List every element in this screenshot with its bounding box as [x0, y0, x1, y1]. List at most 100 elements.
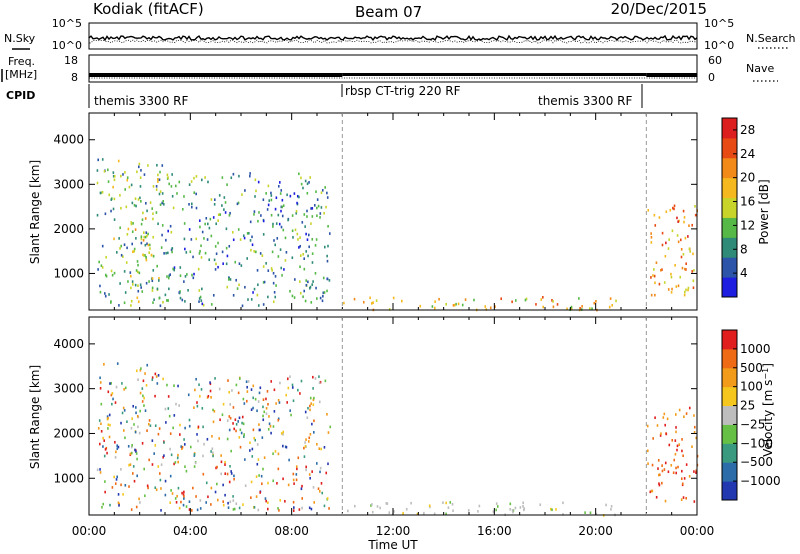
echo-cell: [96, 181, 99, 185]
echo-cell: [673, 204, 676, 208]
echo-cell: [281, 198, 284, 202]
echo-cell: [169, 501, 172, 504]
echo-cell: [267, 203, 270, 207]
echo-cell: [665, 210, 668, 214]
echo-cell: [160, 509, 162, 512]
echo-cell: [584, 511, 586, 514]
echo-cell: [589, 307, 591, 310]
echo-cell: [312, 375, 314, 379]
echo-cell: [238, 174, 240, 178]
nave-label: Nave: [746, 62, 774, 75]
echo-cell: [566, 307, 568, 311]
echo-cell: [220, 472, 223, 476]
echo-cell: [118, 504, 120, 507]
echo-cell: [157, 374, 160, 377]
echo-cell: [262, 405, 264, 409]
echo-cell: [273, 410, 276, 413]
echo-cell: [134, 228, 137, 231]
echo-cell: [169, 273, 172, 276]
echo-cell: [262, 233, 265, 236]
echo-cell: [259, 491, 261, 494]
colorbar-segment: [722, 443, 737, 463]
echo-cell: [266, 208, 269, 211]
echo-cell: [141, 218, 144, 222]
echo-cell: [211, 447, 214, 451]
echo-cell: [658, 483, 661, 487]
echo-cell: [249, 220, 252, 224]
echo-cell: [309, 408, 311, 412]
echo-cell: [695, 469, 697, 473]
echo-cell: [130, 304, 132, 307]
colorbar-segment: [722, 405, 737, 425]
freq-unit-label: [MHz]: [5, 68, 37, 81]
echo-cell: [229, 403, 232, 406]
echo-cell: [185, 469, 188, 473]
echo-cell: [524, 298, 527, 302]
echo-cell: [129, 463, 132, 466]
echo-cell: [250, 480, 253, 484]
echo-cell: [154, 424, 157, 428]
echo-cell: [615, 299, 617, 303]
echo-cell: [215, 252, 218, 256]
echo-cell: [193, 453, 196, 456]
echo-cell: [262, 303, 265, 306]
echo-cell: [682, 252, 685, 256]
echo-cell: [433, 512, 436, 516]
echo-cell: [262, 414, 264, 418]
echo-cell: [213, 198, 216, 201]
echo-cell: [218, 194, 221, 197]
echo-cell: [212, 216, 215, 219]
echo-cell: [225, 246, 228, 250]
echo-cell: [291, 214, 294, 217]
x-tick-label: 16:00: [477, 524, 512, 538]
echo-cell: [255, 189, 257, 193]
echo-cell: [246, 390, 249, 393]
echo-cell: [256, 409, 258, 413]
echo-cell: [163, 454, 165, 457]
echo-cell: [282, 433, 284, 436]
echo-cell: [222, 503, 225, 507]
colorbar-tick-label: 12: [740, 218, 755, 232]
echo-cell: [151, 378, 154, 382]
echo-cell: [267, 501, 269, 504]
echo-cell: [195, 237, 198, 241]
echo-cell: [169, 474, 172, 478]
echo-cell: [144, 254, 146, 257]
echo-cell: [693, 425, 696, 429]
echo-cell: [579, 307, 581, 310]
echo-cell: [262, 467, 264, 471]
echo-cell: [309, 476, 311, 480]
echo-cell: [285, 445, 288, 449]
echo-cell: [307, 233, 310, 237]
echo-cell: [179, 423, 181, 427]
echo-cell: [239, 428, 242, 432]
echo-cell: [143, 467, 145, 471]
echo-cell: [188, 424, 191, 428]
power-panel: 1000 2000 3000 4000 Slant Range [km]: [28, 112, 698, 312]
echo-cell: [312, 387, 314, 390]
echo-cell: [494, 305, 496, 308]
echo-cell: [227, 501, 229, 505]
echo-cell: [131, 242, 134, 246]
echo-cell: [238, 416, 241, 420]
noise-tick-top-right: 10^5: [704, 17, 734, 30]
echo-cell: [214, 377, 216, 380]
echo-cell: [238, 436, 241, 439]
echo-cell: [216, 482, 218, 486]
echo-cell: [117, 493, 120, 496]
echo-cell: [328, 507, 330, 510]
echo-cell: [177, 486, 180, 490]
echo-cell: [449, 501, 452, 504]
echo-cell: [249, 172, 251, 175]
echo-cell: [551, 508, 553, 512]
echo-cell: [191, 273, 193, 277]
echo-cell: [511, 300, 513, 304]
echo-cell: [297, 456, 300, 460]
echo-cell: [323, 245, 326, 249]
colorbar-segment: [722, 277, 737, 298]
echo-cell: [113, 178, 116, 182]
echo-cell: [273, 388, 276, 392]
echo-cell: [258, 428, 261, 432]
echo-cell: [207, 180, 209, 184]
echo-cell: [206, 238, 209, 241]
